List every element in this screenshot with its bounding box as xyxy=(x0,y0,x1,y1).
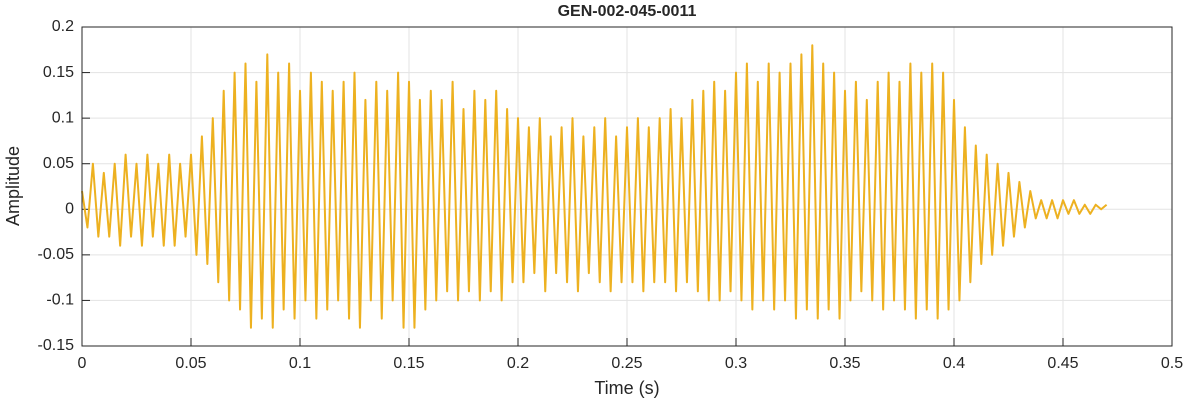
x-tick-label: 0.45 xyxy=(1047,355,1078,372)
y-tick-label: 0 xyxy=(65,201,74,218)
y-tick-label: 0.05 xyxy=(43,155,74,172)
chart-title: GEN-002-045-0011 xyxy=(558,3,697,20)
waveform-line xyxy=(81,44,1108,329)
y-tick-label: 0.2 xyxy=(52,18,74,35)
x-tick-label: 0.15 xyxy=(393,355,424,372)
axes-box xyxy=(81,26,1173,347)
y-tick-label: -0.15 xyxy=(38,337,75,354)
x-tick-label: 0 xyxy=(78,355,87,372)
x-tick-label: 0.4 xyxy=(943,355,965,372)
x-tick-label: 0.35 xyxy=(829,355,860,372)
x-tick-label: 0.25 xyxy=(611,355,642,372)
y-tick-label: -0.05 xyxy=(38,246,75,263)
y-axis-label: Amplitude xyxy=(3,146,23,226)
x-tick-label: 0.1 xyxy=(289,355,311,372)
x-tick-label: 0.3 xyxy=(725,355,747,372)
x-tick-label: 0.05 xyxy=(175,355,206,372)
y-tick-label: 0.1 xyxy=(52,109,74,126)
x-axis-label: Time (s) xyxy=(594,378,659,398)
x-tick-label: 0.2 xyxy=(507,355,529,372)
y-tick-label: 0.15 xyxy=(43,64,74,81)
x-tick-label: 0.5 xyxy=(1161,355,1183,372)
y-tick-label: -0.1 xyxy=(46,292,74,309)
